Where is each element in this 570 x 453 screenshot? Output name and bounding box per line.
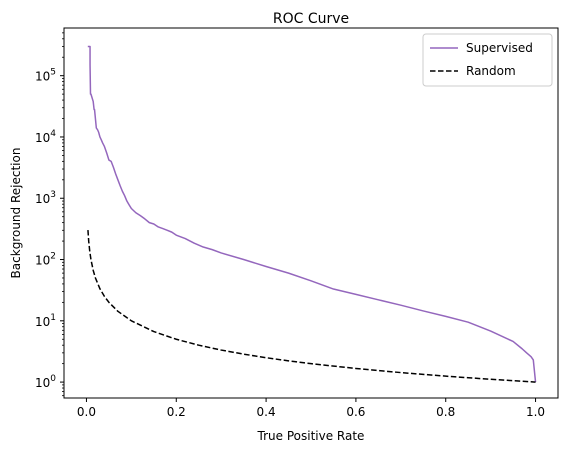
y-tick-label: 101 bbox=[35, 313, 56, 329]
y-axis-title: Background Rejection bbox=[9, 148, 23, 279]
x-tick-label: 0.2 bbox=[167, 405, 186, 419]
plot-frame bbox=[63, 27, 559, 399]
x-axis-title: True Positive Rate bbox=[257, 429, 365, 443]
series-line-supervised bbox=[87, 45, 537, 383]
y-tick-label: 102 bbox=[35, 252, 56, 268]
x-tick-label: 0.8 bbox=[436, 405, 455, 419]
y-tick-label: 105 bbox=[35, 68, 56, 84]
x-tick-label: 1.0 bbox=[526, 405, 545, 419]
series-line-random bbox=[87, 229, 536, 383]
y-tick-label: 100 bbox=[35, 374, 56, 390]
legend-label-random: Random bbox=[466, 64, 516, 78]
y-tick-label: 103 bbox=[35, 190, 56, 206]
legend-label-supervised: Supervised bbox=[466, 41, 533, 55]
x-tick-label: 0.4 bbox=[257, 405, 276, 419]
plot-series bbox=[87, 45, 537, 383]
y-axis: 100 101 102 103 104 105 bbox=[35, 32, 64, 397]
legend: Supervised Random bbox=[422, 33, 553, 87]
legend-box bbox=[422, 33, 553, 87]
y-tick-label: 104 bbox=[35, 129, 56, 145]
chart-title: ROC Curve bbox=[273, 11, 349, 27]
x-tick-label: 0.6 bbox=[346, 405, 365, 419]
x-axis: 0.0 0.2 0.4 0.6 0.8 1.0 bbox=[77, 398, 545, 419]
x-tick-label: 0.0 bbox=[77, 405, 96, 419]
